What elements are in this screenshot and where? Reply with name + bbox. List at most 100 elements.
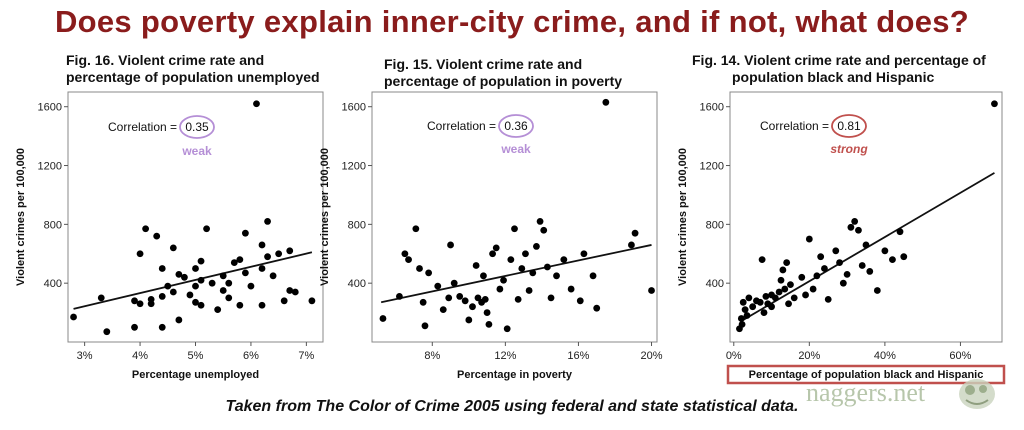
data-point [241,269,249,277]
data-point [136,250,144,258]
correlation-label: Correlation = [427,119,496,133]
data-point [760,309,768,316]
data-point [280,297,288,305]
data-point [264,253,271,261]
x-tick-label: 0% [726,350,742,362]
data-point [401,250,409,258]
data-point [181,273,188,281]
data-point [553,272,560,280]
y-axis-label: Violent crimes per 100,000 [15,148,27,286]
x-tick-label: 3% [77,350,93,362]
data-point [192,265,199,272]
chart-title-line-1: Fig. 14. Violent crime rate and percenta… [692,52,986,68]
data-point [547,294,555,302]
data-point [525,287,533,294]
correlation-strength: weak [500,142,531,156]
data-point [529,269,537,277]
data-point [492,244,500,252]
data-point [153,232,161,240]
data-point [824,295,832,303]
data-point [783,259,791,266]
data-point [197,301,205,309]
data-point [419,298,427,306]
data-point [832,247,840,255]
x-tick-label: 8% [424,350,440,362]
data-point [855,226,862,234]
data-point [785,300,792,308]
data-point [103,328,111,336]
data-point [889,256,896,264]
x-tick-label: 5% [188,350,204,362]
data-point [543,263,551,271]
data-point [225,294,233,302]
chart-title-line-1: Fig. 16. Violent crime rate and [66,52,265,68]
correlation-highlight-ring [831,114,867,138]
chart-3: 400 800 1200 1600 0% 20% 40% 60% Percentage of p… [677,91,1006,385]
x-axis-label: Percentage unemployed [132,369,259,381]
data-point [480,272,487,280]
data-point [286,247,294,255]
data-point [158,265,166,272]
data-point [214,306,222,314]
x-tick-label: 7% [298,350,314,362]
data-point [762,293,770,300]
data-point [275,250,283,258]
y-tick-label: 400 [44,278,62,290]
data-point [787,281,794,289]
data-point [743,312,751,319]
chart-2: 400 800 1200 1600 8% 12% 16% 20% Percentage in p… [319,91,663,381]
correlation-value: 0.81 [837,119,861,133]
data-point [771,294,779,302]
y-axis-label: Violent crimes per 100,000 [677,148,689,286]
data-point [236,301,244,309]
y-axis-label: Violent crimes per 100,000 [319,148,331,286]
data-point [790,294,798,302]
data-point [507,256,515,264]
data-point [164,282,172,290]
data-point [158,293,166,300]
data-point [738,320,746,328]
data-point [821,265,828,272]
data-point [518,265,526,272]
data-point [602,98,610,106]
data-point [264,218,271,225]
data-point [247,282,255,290]
data-point [70,313,77,321]
data-point [511,225,518,233]
data-point [781,285,789,293]
data-point [412,225,420,233]
data-point [775,288,783,296]
data-point [447,241,454,249]
data-point [560,256,568,264]
data-point [536,218,544,225]
data-point [836,259,843,266]
data-point [567,285,575,293]
data-point [485,320,493,328]
data-point [758,256,766,264]
scatter-charts: 400 800 1200 1600 3% 4% 5% 6% 7% Percentage unemp… [15,91,1006,385]
data-point [847,223,855,231]
correlation-highlight-ring [179,115,215,139]
data-point [225,279,233,287]
data-point [450,279,458,287]
data-point [175,270,183,278]
y-tick-label: 1200 [38,161,62,173]
y-tick-label: 800 [348,219,366,231]
data-point [483,309,491,316]
data-point [269,272,277,280]
x-tick-label: 20% [798,350,820,362]
data-point [777,276,785,284]
chart-title-line-2: population black and Hispanic [732,69,935,85]
data-point [873,287,881,294]
data-point [241,229,249,237]
y-tick-label: 1200 [342,161,366,173]
data-point [416,265,423,272]
data-point [439,306,447,314]
x-axis-label-highlight [726,364,1006,385]
correlation-label: Correlation = [760,119,829,133]
y-tick-label: 800 [44,219,62,231]
data-point [472,262,480,269]
data-point [768,303,775,311]
x-tick-label: 6% [243,350,259,362]
data-point [589,272,597,280]
